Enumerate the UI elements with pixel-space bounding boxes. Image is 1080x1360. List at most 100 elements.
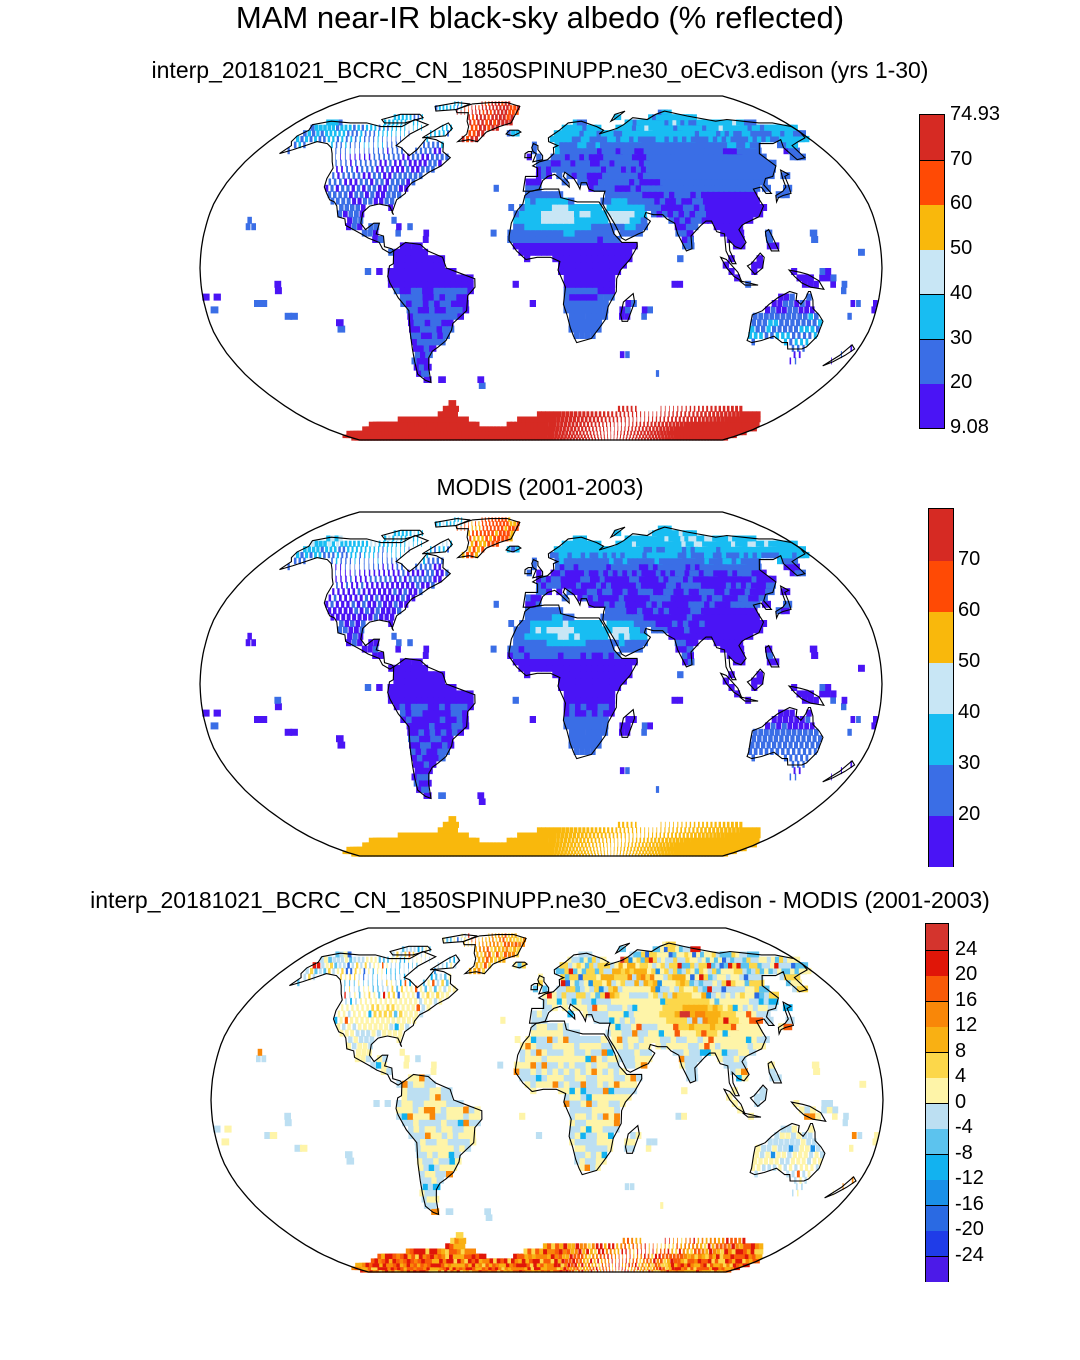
grid-cell — [616, 832, 619, 839]
grid-cell — [577, 141, 584, 149]
grid-cell — [786, 332, 790, 339]
grid-cell — [564, 434, 567, 439]
grid-cell — [631, 842, 633, 848]
grid-cell — [801, 735, 806, 743]
grid-cell — [438, 671, 446, 679]
grid-cell — [445, 153, 449, 161]
grid-cell — [367, 184, 371, 192]
grid-cell — [461, 416, 469, 423]
grid-cell — [414, 351, 423, 359]
grid-cell — [665, 197, 673, 205]
grid-cell — [738, 191, 747, 199]
grid-cell — [530, 191, 537, 199]
grid-cell — [686, 846, 691, 852]
grid-cell — [357, 223, 363, 231]
grid-cell — [323, 551, 326, 559]
grid-cell — [709, 846, 716, 852]
grid-cell — [736, 159, 747, 167]
grid-cell — [714, 842, 721, 848]
grid-cell — [504, 109, 508, 115]
grid-cell — [600, 613, 608, 621]
grid-cell — [444, 696, 451, 704]
grid-cell — [786, 312, 791, 320]
grid-cell — [525, 594, 532, 602]
grid-cell — [368, 563, 370, 571]
grid-cell — [544, 850, 548, 855]
grid-cell — [558, 430, 562, 436]
grid-cell — [731, 159, 742, 167]
grid-cell — [755, 581, 766, 589]
grid-cell — [346, 197, 351, 205]
grid-cell — [620, 671, 627, 679]
grid-cell — [428, 575, 432, 583]
grid-cell — [694, 837, 699, 843]
grid-cell — [383, 124, 385, 131]
grid-cell — [690, 426, 695, 432]
grid-cell — [654, 141, 663, 149]
grid-cell — [725, 600, 734, 608]
grid-cell — [597, 709, 604, 717]
grid-cell — [422, 293, 430, 301]
grid-cell — [590, 827, 594, 834]
grid-cell — [781, 306, 787, 314]
grid-cell — [742, 620, 751, 627]
grid-cell — [587, 178, 595, 186]
grid-cell — [677, 280, 684, 288]
grid-cell — [594, 827, 598, 834]
grid-cell — [524, 216, 531, 224]
grid-cell — [364, 268, 372, 275]
grid-cell — [613, 632, 620, 640]
grid-cell — [626, 546, 635, 553]
grid-cell — [602, 645, 610, 653]
grid-cell — [673, 842, 677, 848]
grid-cell — [612, 626, 620, 634]
grid-cell — [388, 600, 393, 608]
grid-cell — [629, 850, 631, 855]
grid-cell — [340, 141, 342, 149]
grid-cell — [320, 130, 324, 137]
grid-cell — [585, 325, 591, 333]
grid-cell — [598, 135, 606, 143]
grid-cell — [389, 159, 392, 167]
grid-cell — [591, 645, 598, 653]
grid-cell — [563, 255, 570, 263]
grid-cell — [798, 767, 801, 775]
grid-cell — [331, 124, 335, 131]
grid-cell — [727, 594, 737, 602]
grid-cell — [686, 430, 691, 436]
grid-cell — [744, 411, 749, 418]
grid-cell — [624, 639, 632, 647]
grid-cell — [422, 709, 430, 717]
grid-cell — [393, 684, 400, 691]
grid-cell — [692, 411, 695, 418]
grid-cell — [431, 581, 435, 589]
grid-cell — [416, 338, 425, 346]
grid-cell — [451, 728, 459, 736]
coastline-af — [508, 188, 638, 344]
grid-cell — [640, 853, 643, 857]
grid-cell — [420, 325, 427, 333]
grid-cell — [563, 287, 570, 295]
grid-cell — [614, 684, 622, 691]
grid-cell — [596, 728, 603, 736]
grid-cell — [783, 338, 787, 346]
grid-cell — [563, 671, 570, 679]
grid-cell — [648, 172, 656, 180]
grid-cell — [698, 405, 700, 412]
grid-cell — [626, 255, 633, 263]
grid-cell — [335, 159, 337, 167]
grid-cell — [642, 607, 650, 615]
grid-cell — [681, 652, 689, 659]
grid-cell — [579, 210, 586, 218]
grid-cell — [351, 546, 354, 553]
grid-cell — [475, 105, 476, 111]
grid-cell — [533, 416, 538, 423]
grid-cell — [393, 600, 398, 608]
grid-cell — [442, 105, 445, 111]
grid-cell — [335, 147, 337, 155]
coastline-ic — [505, 129, 522, 137]
grid-cell — [724, 197, 733, 205]
grid-cell — [413, 363, 422, 371]
grid-cell — [545, 159, 552, 167]
grid-cell — [806, 735, 812, 743]
